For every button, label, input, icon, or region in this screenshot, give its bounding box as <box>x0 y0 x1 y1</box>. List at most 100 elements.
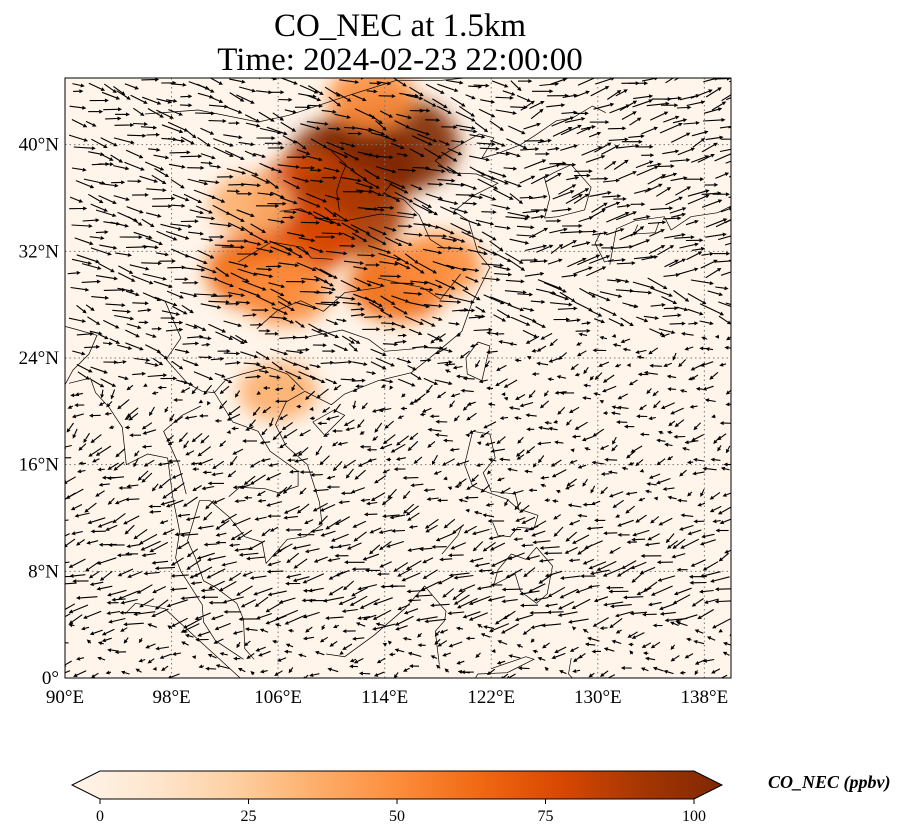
wind-vector-253 <box>240 599 257 608</box>
wind-vector-837 <box>359 430 365 435</box>
wind-vector-230 <box>592 617 609 627</box>
wind-vector-852 <box>571 434 581 439</box>
wind-vector-151 <box>167 625 173 630</box>
wind-vector-1111 <box>174 348 190 354</box>
wind-vector-1749 <box>364 169 381 180</box>
wind-vector-1665 <box>530 194 548 200</box>
wind-vector-959 <box>725 402 731 407</box>
wind-vector-1006 <box>702 385 714 391</box>
wind-vector-383 <box>710 576 730 583</box>
wind-vector-1187 <box>549 338 558 347</box>
map-plot-area <box>64 77 732 679</box>
wind-vector-1994 <box>432 98 448 109</box>
wind-vector-2048 <box>518 79 533 84</box>
wind-vector-2018 <box>103 83 117 93</box>
wind-vector-1664 <box>519 195 534 200</box>
wind-vector-681 <box>192 467 199 472</box>
wind-vector-81 <box>532 649 539 654</box>
wind-vector-1069 <box>255 363 267 369</box>
wind-vector-1401 <box>196 264 217 274</box>
map-frame <box>64 77 732 679</box>
wind-vector-1371 <box>451 279 469 291</box>
wind-vector-1281 <box>530 299 546 304</box>
wind-vector-1295 <box>725 302 731 306</box>
wind-vector-183 <box>615 629 622 634</box>
wind-vector-877 <box>248 419 256 428</box>
wind-vector-1449 <box>197 249 215 259</box>
wind-vector-977 <box>305 390 316 400</box>
wind-vector-990 <box>486 386 494 391</box>
wind-vector-1429 <box>589 255 611 265</box>
wind-vector-504 <box>391 528 406 533</box>
wind-vector-845 <box>469 429 476 434</box>
wind-vector-148 <box>120 627 128 632</box>
wind-vector-1669 <box>589 190 612 197</box>
wind-vector-1773 <box>697 154 715 163</box>
wind-vector-1145 <box>635 349 647 354</box>
wind-vector-907 <box>668 420 676 427</box>
wind-vector-1032 <box>410 372 422 380</box>
wind-vector-453 <box>346 542 362 550</box>
wind-vector-997 <box>583 383 591 388</box>
wind-vector-742 <box>367 458 377 463</box>
wind-vector-974 <box>263 386 270 390</box>
wind-vector-199 <box>151 608 169 617</box>
wind-vector-1232 <box>519 314 537 323</box>
wind-vector-1548 <box>241 225 254 236</box>
wind-vector-1815 <box>616 144 640 149</box>
wind-vector-1511 <box>395 238 413 246</box>
wind-vector-1580 <box>685 219 699 226</box>
wind-vector-1391 <box>730 272 731 275</box>
wind-vector-1478 <box>601 245 615 250</box>
wind-vector-866 <box>89 413 101 418</box>
wind-vector-194 <box>83 610 102 619</box>
wind-vector-1963 <box>676 105 692 110</box>
wind-vector-770 <box>88 447 103 457</box>
wind-vector-915 <box>106 401 113 408</box>
wind-vector-1909 <box>589 120 610 125</box>
wind-vector-389 <box>125 551 139 556</box>
wind-vector-1407 <box>278 262 300 268</box>
wind-vector-1689 <box>198 179 220 185</box>
wind-vector-1423 <box>509 260 526 271</box>
wind-vector-1400 <box>182 267 206 272</box>
wind-vector-1654 <box>384 192 401 202</box>
wind-vector-942 <box>487 402 496 407</box>
wind-vector-643 <box>326 485 340 490</box>
wind-vector-668 <box>687 491 693 497</box>
lat-tick-label-3: 24°N <box>19 348 60 369</box>
wind-vector-810 <box>656 438 666 443</box>
wind-vector-1017 <box>193 371 214 381</box>
wind-vector-1515 <box>448 235 466 243</box>
wind-vector-578 <box>84 502 97 513</box>
wind-vector-853 <box>581 435 594 442</box>
wind-vector-1140 <box>576 341 582 346</box>
wind-vector-486 <box>138 533 158 545</box>
wind-vector-1144 <box>622 347 631 352</box>
wind-vector-552 <box>389 514 406 520</box>
wind-vector-2000 <box>516 94 532 102</box>
wind-vector-1020 <box>245 374 262 379</box>
wind-vector-2033 <box>308 85 324 95</box>
longitude-axis: 90°E 98°E 106°E 114°E 122°E 130°E 138°E <box>46 687 728 708</box>
wind-vector-302 <box>253 587 273 596</box>
wind-vector-635 <box>207 481 224 486</box>
wind-vector-978 <box>316 388 329 399</box>
wind-vector-2047 <box>510 80 522 92</box>
wind-vector-644 <box>340 491 353 496</box>
wind-vector-2017 <box>88 82 106 91</box>
wind-vector-265 <box>407 598 421 603</box>
wind-vector-648 <box>402 490 411 500</box>
wind-vector-1060 <box>134 357 151 362</box>
wind-vector-378 <box>639 566 656 575</box>
wind-vector-982 <box>380 384 386 388</box>
wind-vector-1202 <box>103 319 120 329</box>
wind-vector-1920 <box>69 105 87 110</box>
wind-vector-1531 <box>674 235 695 240</box>
wind-vector-814 <box>717 445 722 452</box>
wind-vector-588 <box>234 499 246 504</box>
wind-vector-1667 <box>558 184 577 195</box>
wind-vector-1739 <box>226 168 247 175</box>
wind-vector-1847 <box>390 142 405 150</box>
wind-vector-487 <box>162 528 175 535</box>
